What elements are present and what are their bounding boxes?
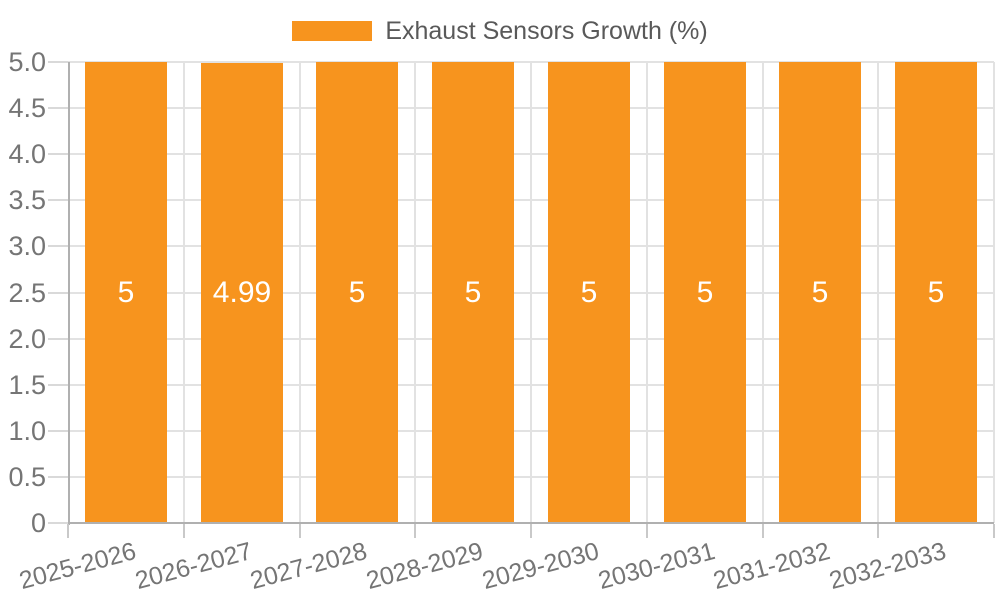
x-tick xyxy=(762,524,764,538)
v-gridline xyxy=(414,62,416,523)
x-tick-label: 2031-2032 xyxy=(710,537,834,596)
y-tick xyxy=(48,199,68,202)
y-tick xyxy=(48,522,68,524)
bar[interactable]: 5 xyxy=(316,62,398,523)
x-tick-label: 2026-2027 xyxy=(131,537,255,596)
v-gridline xyxy=(762,62,764,523)
y-tick-label: 2.5 xyxy=(8,277,46,308)
y-tick xyxy=(48,107,68,110)
x-tick xyxy=(299,524,301,538)
bar-value-label: 5 xyxy=(811,275,829,309)
y-tick xyxy=(48,383,68,386)
y-tick xyxy=(48,245,68,248)
chart-legend[interactable]: Exhaust Sensors Growth (%) xyxy=(0,17,1000,45)
x-tick xyxy=(414,524,416,538)
v-gridline xyxy=(993,62,995,523)
bar[interactable]: 5 xyxy=(664,62,746,523)
x-tick-label: 2028-2029 xyxy=(363,537,487,596)
y-tick-label: 3.5 xyxy=(8,185,46,216)
y-tick xyxy=(48,475,68,478)
x-tick xyxy=(646,524,648,538)
bar-value-label: 5 xyxy=(117,275,135,309)
x-tick xyxy=(993,524,995,538)
x-tick-label: 2027-2028 xyxy=(247,537,371,596)
y-tick-label: 1.0 xyxy=(8,415,46,446)
x-tick-label: 2025-2026 xyxy=(16,537,139,596)
y-tick-label: 3.0 xyxy=(8,231,46,262)
bar[interactable]: 5 xyxy=(85,62,167,523)
v-gridline xyxy=(646,62,648,523)
y-tick xyxy=(48,429,68,432)
x-tick xyxy=(530,524,532,538)
v-gridline xyxy=(530,62,532,523)
bar-value-label: 4.99 xyxy=(212,276,272,309)
bar-value-label: 5 xyxy=(696,275,714,309)
x-tick-label: 2029-2030 xyxy=(479,537,602,596)
y-tick-label: 4.5 xyxy=(8,93,46,124)
v-gridline xyxy=(299,62,301,523)
y-tick-label: 4.0 xyxy=(8,139,46,170)
x-tick-label: 2032-2033 xyxy=(826,537,950,596)
bar-value-label: 5 xyxy=(927,275,945,309)
x-tick xyxy=(67,524,69,538)
bar-value-label: 5 xyxy=(464,275,482,309)
bar-value-label: 5 xyxy=(348,275,366,309)
y-tick-label: 2.0 xyxy=(8,323,46,354)
v-gridline xyxy=(877,62,879,523)
y-tick-label: 0 xyxy=(30,508,46,538)
y-tick xyxy=(48,291,68,294)
bar[interactable]: 5 xyxy=(432,62,514,523)
x-axis-line xyxy=(68,522,994,524)
y-axis-line xyxy=(68,62,70,525)
y-tick xyxy=(48,61,68,63)
v-gridline xyxy=(183,62,185,523)
y-tick xyxy=(48,153,68,156)
bar[interactable]: 4.99 xyxy=(201,63,283,523)
y-tick-label: 1.5 xyxy=(8,369,46,400)
plot-area: 5 4.99 5 5 5 5 5 5 xyxy=(68,61,995,523)
y-tick-label: 5.0 xyxy=(8,47,46,77)
legend-label: Exhaust Sensors Growth (%) xyxy=(385,17,708,45)
legend-swatch xyxy=(292,21,373,41)
x-tick xyxy=(183,524,185,538)
bar[interactable]: 5 xyxy=(779,62,861,523)
bar[interactable]: 5 xyxy=(548,62,630,523)
bar[interactable]: 5 xyxy=(895,62,977,523)
x-tick-label: 2030-2031 xyxy=(594,537,718,596)
bar-value-label: 5 xyxy=(580,275,598,309)
y-tick xyxy=(48,337,68,340)
y-tick-label: 0.5 xyxy=(8,461,46,492)
x-tick xyxy=(877,524,879,538)
